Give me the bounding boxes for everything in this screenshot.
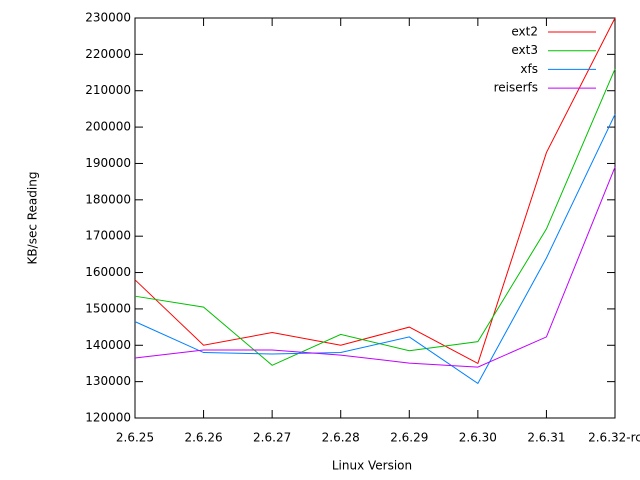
series-line bbox=[134, 68, 616, 366]
y-axis-label: KB/sec Reading bbox=[26, 172, 40, 265]
y-tick-label: 180000 bbox=[85, 192, 131, 206]
y-tick-label: 220000 bbox=[85, 47, 131, 61]
plot-border bbox=[134, 17, 616, 419]
y-tick-label: 140000 bbox=[85, 338, 131, 352]
y-tick-label: 170000 bbox=[85, 229, 131, 243]
legend-label: ext2 bbox=[511, 25, 538, 39]
legend-label: ext3 bbox=[511, 43, 538, 57]
x-tick-label: 2.6.31 bbox=[527, 431, 565, 445]
x-tick-label: 2.6.28 bbox=[322, 431, 360, 445]
series-line bbox=[134, 166, 616, 368]
series-line bbox=[134, 114, 616, 385]
x-axis-label: Linux Version bbox=[332, 459, 412, 473]
legend-label: reiserfs bbox=[494, 81, 538, 95]
y-tick-label: 190000 bbox=[85, 156, 131, 170]
x-tick-label: 2.6.29 bbox=[390, 431, 428, 445]
y-tick-label: 120000 bbox=[85, 411, 131, 425]
x-tick-label: 2.6.25 bbox=[116, 431, 154, 445]
y-tick-label: 160000 bbox=[85, 265, 131, 279]
y-tick-label: 210000 bbox=[85, 83, 131, 97]
x-tick-label: 2.6.32-rc bbox=[588, 431, 640, 445]
x-tick-label: 2.6.26 bbox=[184, 431, 222, 445]
legend-label: xfs bbox=[520, 62, 538, 76]
y-tick-label: 230000 bbox=[85, 11, 131, 25]
y-tick-label: 130000 bbox=[85, 374, 131, 388]
y-tick-label: 200000 bbox=[85, 120, 131, 134]
x-tick-label: 2.6.30 bbox=[459, 431, 497, 445]
x-tick-label: 2.6.27 bbox=[253, 431, 291, 445]
y-tick-label: 150000 bbox=[85, 301, 131, 315]
series-line bbox=[134, 17, 616, 365]
